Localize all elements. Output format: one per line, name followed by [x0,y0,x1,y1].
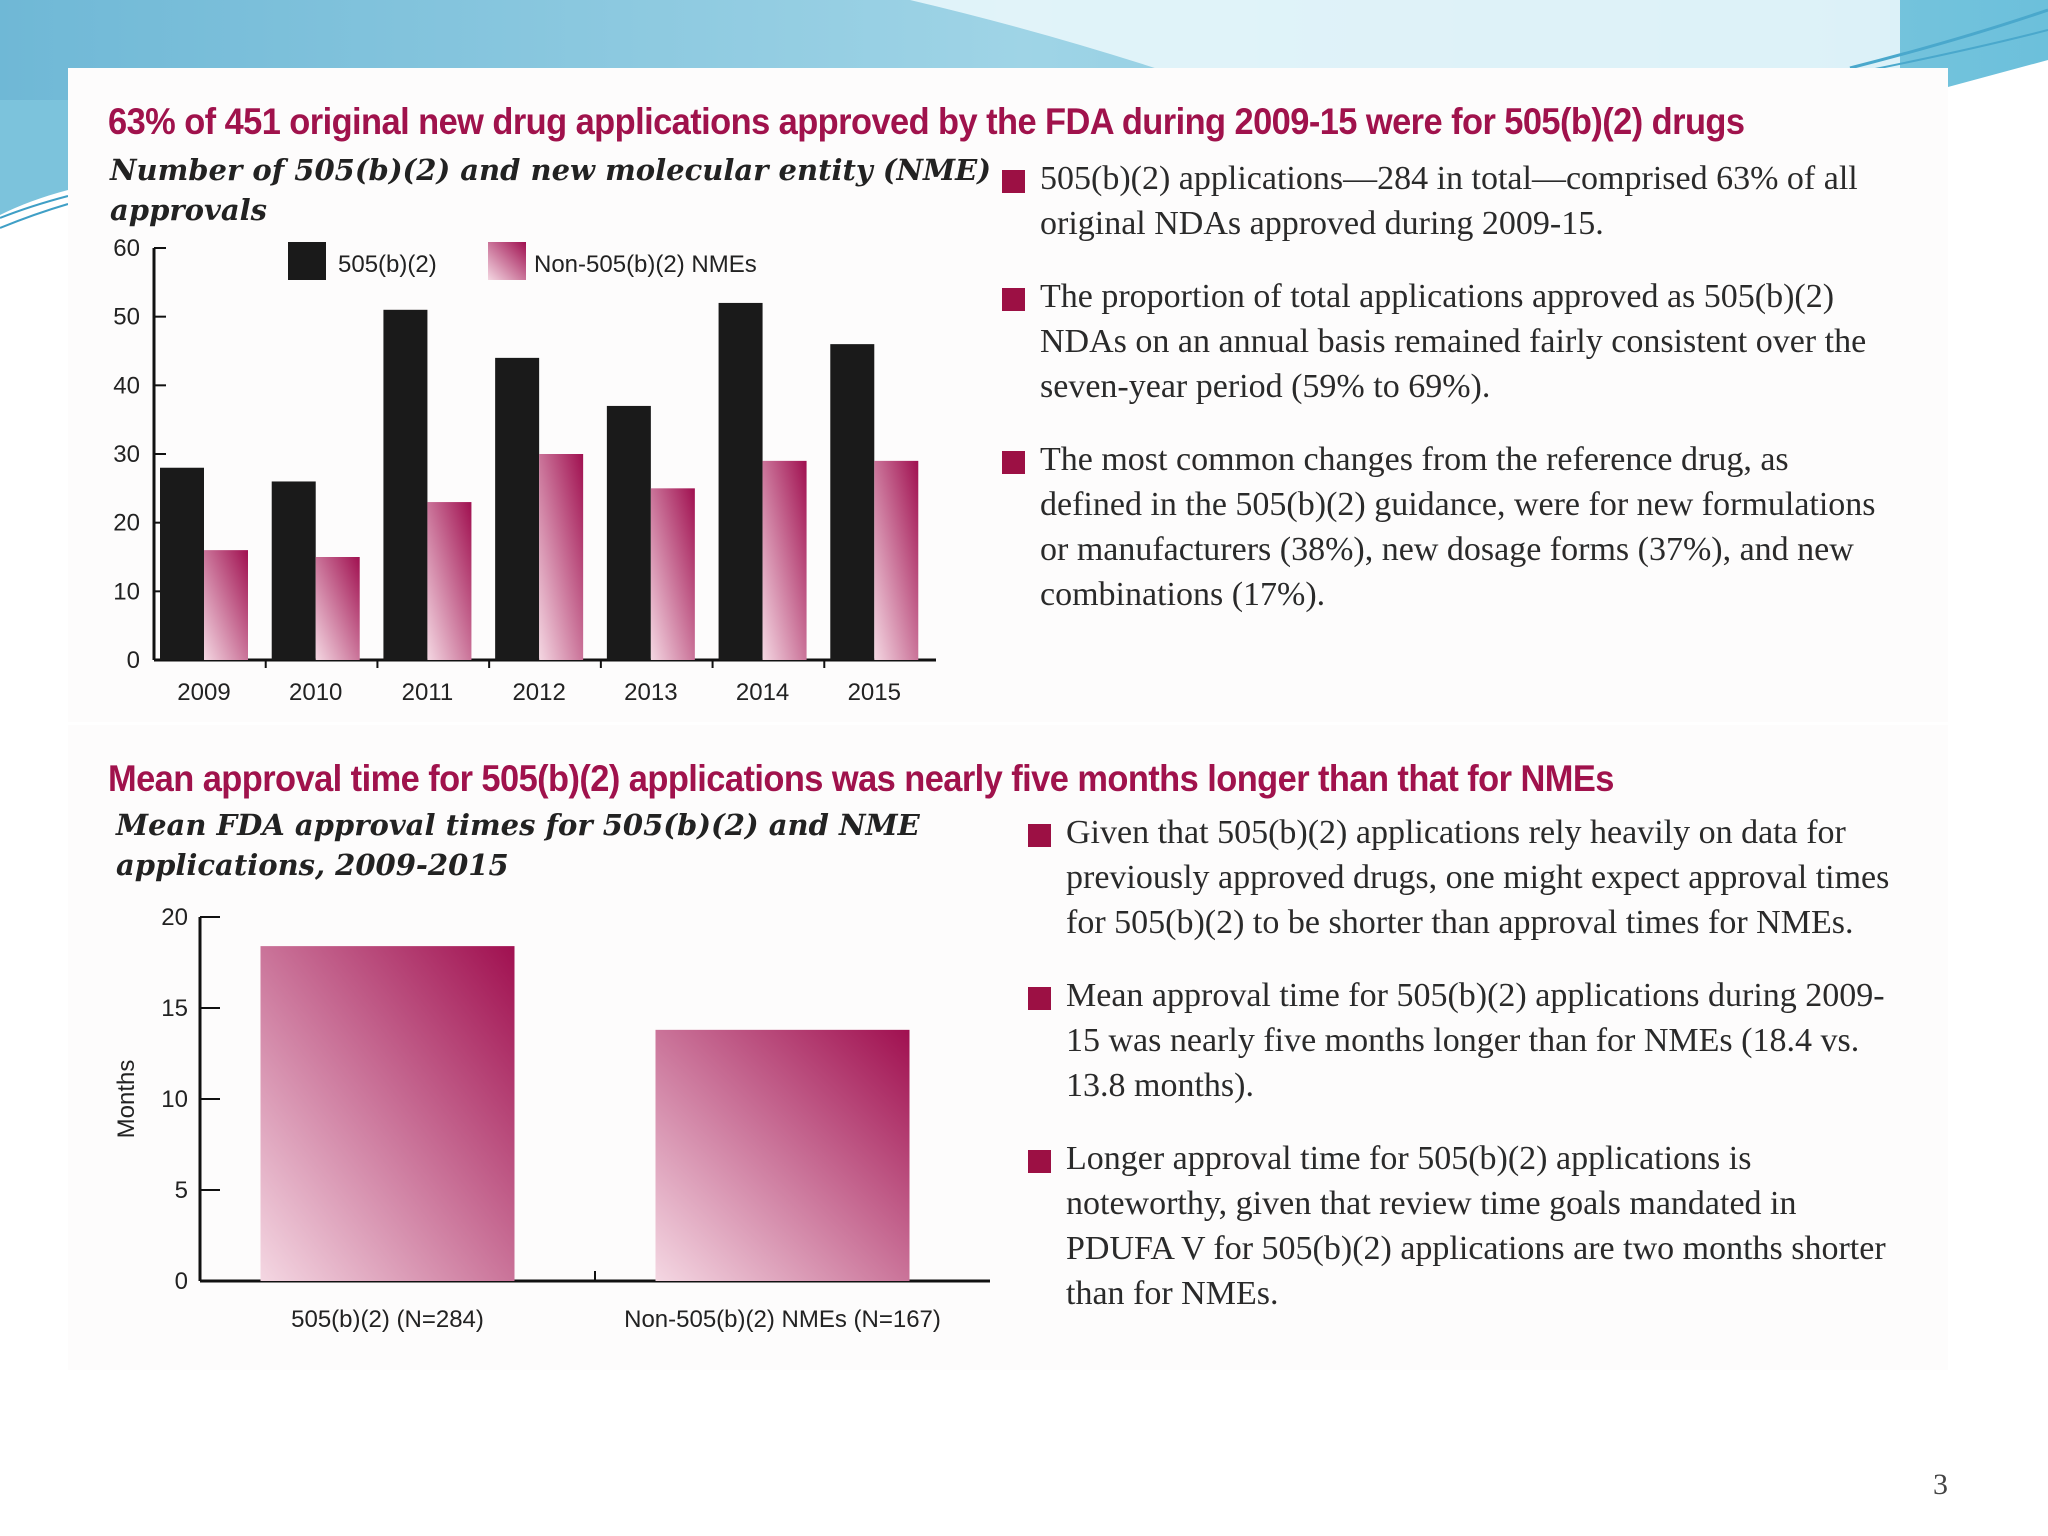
bar-505b2-2012 [495,357,540,660]
approval-time-bullet: Given that 505(b)(2) applications rely h… [1028,810,1908,945]
x-tick-label: 2013 [624,679,677,706]
bar-505b2-2013 [606,405,651,660]
x-tick-label: 2014 [736,679,789,706]
legend-label-nme: Non-505(b)(2) NMEs [534,251,757,278]
bar-nme-2014 [762,460,807,660]
legend-label-505b2: 505(b)(2) [338,251,437,278]
y-tick-label: 15 [161,995,188,1022]
x-tick-label: 2009 [177,679,230,706]
y-tick-label: 5 [175,1177,188,1204]
approval-time-chart-title-line2: applications, 2009-2015 [116,848,509,882]
y-tick-label: 40 [113,372,140,399]
x-tick-label: Non-505(b)(2) NMEs (N=167) [624,1306,941,1333]
approval-time-chart-title-line1: Mean FDA approval times for 505(b)(2) an… [116,808,920,842]
approval-time-bar-chart: 0 5 10 15 20 Months 505(b)(2) (N=284) Non-505(b… [113,904,990,1333]
bar-505b2-2009 [160,467,204,660]
bar-505b2 [260,946,515,1281]
bar-nme-2015 [874,460,919,660]
y-tick-label: 0 [127,647,140,674]
approvals-panel: 63% of 451 original new drug application… [68,68,1948,722]
bar-nme [655,1029,910,1281]
approvals-bullet-list: 505(b)(2) applications—284 in total—comp… [1002,156,1892,617]
bar-nme-2010 [315,557,360,660]
x-tick-label: 2015 [848,679,901,706]
x-tick-label: 2012 [512,679,565,706]
approval-time-bullet: Longer approval time for 505(b)(2) appli… [1028,1136,1908,1316]
x-tick-label: 2010 [289,679,342,706]
approvals-headline: 63% of 451 original new drug application… [108,101,1745,142]
x-tick-label: 2011 [402,679,454,706]
y-tick-label: 20 [113,510,140,537]
legend-swatch-nme [488,242,526,280]
y-tick-label: 0 [175,1268,188,1295]
bar-nme-2013 [650,488,695,660]
approvals-bullet: The proportion of total applications app… [1002,274,1892,409]
approval-time-bullet-list: Given that 505(b)(2) applications rely h… [1028,810,1908,1316]
approval-time-panel: Mean approval time for 505(b)(2) applica… [68,725,1948,1370]
approval-time-headline: Mean approval time for 505(b)(2) applica… [108,758,1614,799]
y-tick-label: 50 [113,304,140,331]
approvals-bullet: The most common changes from the referen… [1002,437,1892,617]
y-tick-label: 10 [161,1086,188,1113]
bullet-square-icon [1002,170,1025,193]
bar-505b2-2014 [718,302,763,660]
approvals-chart-title-line1: Number of 505(b)(2) and new molecular en… [110,153,991,187]
approvals-chart-title: Number of 505(b)(2) and new molecular en… [110,150,991,230]
x-tick-label: 505(b)(2) (N=284) [291,1306,484,1333]
bar-nme-2009 [204,550,248,660]
bullet-square-icon [1028,987,1051,1010]
bullet-square-icon [1002,288,1025,311]
y-axis-label: Months [113,1060,140,1139]
approvals-bullet: 505(b)(2) applications—284 in total—comp… [1002,156,1892,246]
approval-time-bullet: Mean approval time for 505(b)(2) applica… [1028,973,1908,1108]
y-tick-label: 10 [113,578,140,605]
approvals-bar-chart: 0 10 20 30 40 50 60 2009 2010 2011 2012 2013 2014 201… [113,235,936,706]
bar-505b2-2010 [271,481,316,660]
bar-nme-2011 [427,502,472,660]
y-tick-label: 20 [161,904,188,931]
bullet-square-icon [1002,451,1025,474]
bar-505b2-2015 [830,344,875,660]
legend-swatch-505b2 [288,242,326,280]
page-number: 3 [1933,1468,1948,1501]
bar-505b2-2011 [383,309,428,660]
bar-nme-2012 [539,454,584,660]
bullet-square-icon [1028,824,1051,847]
approval-time-chart-title: Mean FDA approval times for 505(b)(2) an… [116,805,920,885]
approvals-chart-title-line2: approvals [110,193,267,227]
bullet-square-icon [1028,1150,1051,1173]
y-tick-label: 30 [113,441,140,468]
y-tick-label: 60 [113,235,140,262]
